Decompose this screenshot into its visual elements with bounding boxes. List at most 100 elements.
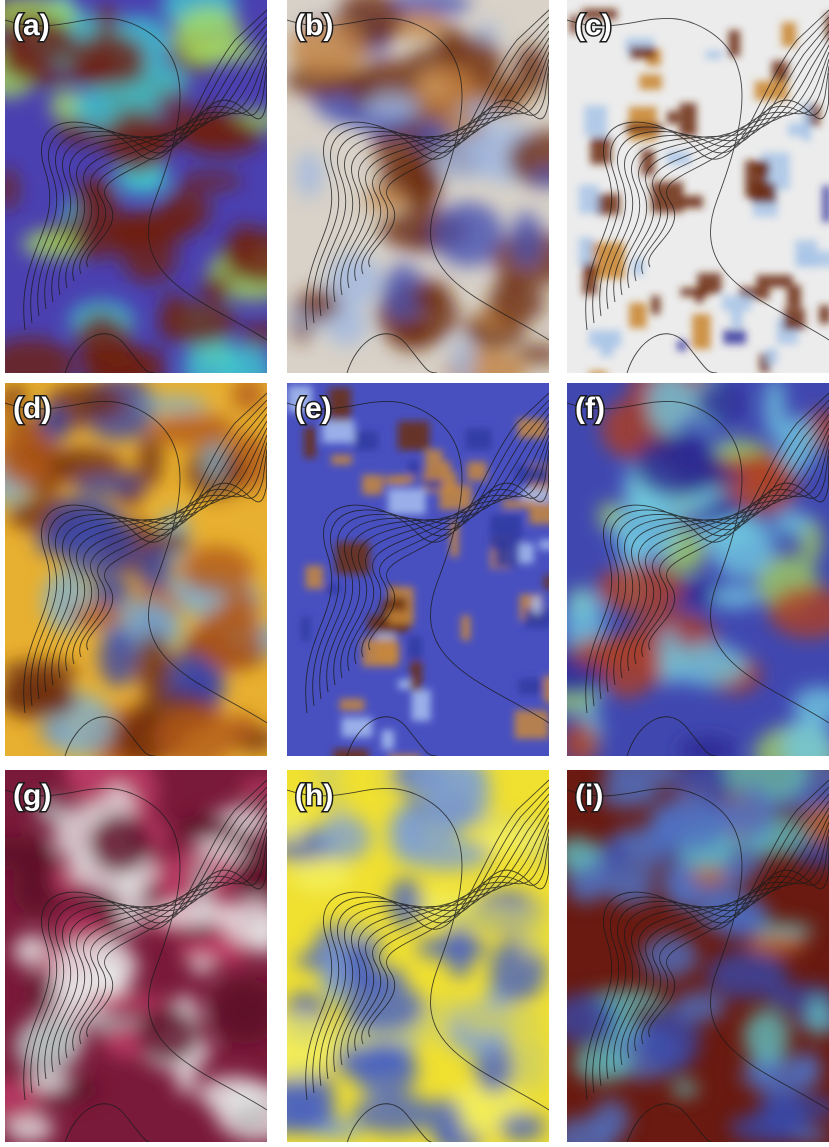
terrain-patch	[412, 690, 431, 721]
terrain-patch	[745, 160, 768, 197]
terrain-patch	[398, 421, 430, 450]
terrain-patch	[550, 993, 618, 1045]
map-panel: (g)	[0, 739, 299, 1142]
terrain-patch	[395, 475, 414, 484]
map-panel: (f)	[530, 355, 829, 785]
terrain-patch	[499, 1112, 545, 1141]
terrain-patch	[451, 339, 474, 386]
terrain-patch	[819, 305, 829, 323]
panel-label: (a)	[13, 9, 50, 42]
terrain-patch	[84, 994, 167, 1012]
terrain-patch	[289, 859, 352, 892]
panel-label: (d)	[13, 392, 51, 425]
terrain-patch	[137, 1007, 200, 1063]
terrain-patch	[177, 937, 242, 962]
panel-label: (i)	[575, 779, 603, 812]
terrain-patch	[425, 450, 442, 480]
terrain-patch	[532, 596, 541, 613]
terrain-patch	[301, 616, 310, 641]
terrain-patch	[573, 1044, 631, 1083]
map-panel: (c)	[567, 0, 829, 380]
terrain-patch	[177, 814, 237, 840]
map-panel: (h)	[246, 740, 573, 1142]
terrain-patch	[116, 872, 146, 934]
terrain-patch	[517, 1031, 549, 1093]
terrain-patch	[333, 749, 368, 773]
terrain-patch	[135, 633, 171, 696]
terrain-patch	[410, 660, 422, 691]
terrain-patch	[529, 502, 564, 524]
terrain-patch	[600, 338, 614, 356]
terrain-patch	[296, 151, 324, 197]
terrain-patch	[457, 1007, 545, 1033]
terrain-patch	[389, 318, 435, 351]
terrain-patch	[673, 991, 726, 1023]
terrain-patch	[782, 22, 796, 46]
terrain-patch	[139, 432, 163, 487]
terrain-patch	[606, 839, 626, 872]
terrain-patch	[467, 462, 487, 481]
terrain-patch	[195, 604, 262, 670]
terrain-patch	[153, 705, 238, 767]
terrain-patch	[494, 540, 519, 567]
terrain-patch	[681, 288, 709, 296]
terrain-patch	[30, 969, 53, 1013]
terrain-patch	[706, 51, 723, 59]
terrain-patch	[211, 978, 280, 1044]
terrain-patch	[406, 755, 489, 798]
terrain-patch	[672, 1081, 699, 1097]
panel-label: (b)	[295, 9, 333, 42]
map-panel: (d)	[0, 375, 303, 773]
terrain-patch	[741, 1056, 817, 1094]
terrain-patch	[439, 485, 472, 510]
terrain-patch	[772, 61, 788, 81]
terrain-patch	[70, 604, 124, 629]
terrain-patch	[502, 500, 533, 509]
terrain-patch	[138, 396, 208, 412]
terrain-patch	[340, 699, 365, 711]
terrain-patch	[677, 340, 686, 350]
terrain-patch	[304, 427, 316, 458]
terrain-patch	[639, 74, 661, 89]
terrain-patch	[465, 429, 491, 450]
terrain-patch	[69, 32, 148, 90]
terrain-patch	[800, 251, 829, 267]
terrain-patch	[0, 681, 77, 720]
terrain-patch	[352, 1094, 437, 1134]
terrain-patch	[201, 275, 232, 302]
terrain-patch	[651, 296, 660, 314]
terrain-patch	[648, 807, 673, 856]
terrain-patch	[681, 196, 702, 208]
terrain-patch	[590, 137, 611, 164]
terrain-patch	[488, 282, 545, 324]
terrain-patch	[388, 489, 426, 515]
terrain-patch	[560, 721, 599, 766]
terrain-patch	[99, 628, 137, 687]
terrain-patch	[382, 730, 394, 749]
terrain-patch	[305, 565, 323, 588]
terrain-patch	[331, 455, 352, 465]
terrain-patch	[647, 372, 692, 434]
terrain-patch	[592, 1099, 631, 1141]
panel-label: (h)	[295, 779, 333, 812]
terrain-patch	[755, 81, 788, 100]
terrain-patch	[511, 211, 541, 266]
terrain-patch	[153, 413, 236, 448]
terrain-patch	[634, 434, 723, 498]
terrain-patch	[73, 475, 145, 495]
panel-label: (f)	[575, 392, 605, 425]
map-panel: (b)	[285, 0, 586, 395]
terrain-patch	[514, 45, 549, 94]
terrain-patch	[787, 285, 801, 308]
terrain-patch	[352, 1043, 418, 1098]
terrain-patch	[630, 47, 655, 59]
map-panel: (a)	[0, 0, 307, 401]
terrain-patch	[363, 95, 419, 120]
terrain-patch	[743, 1010, 789, 1064]
terrain-patch	[416, 936, 488, 959]
terrain-patch	[115, 222, 180, 243]
terrain-patch	[544, 575, 553, 589]
terrain-patch	[329, 388, 351, 424]
terrain-patch	[520, 900, 543, 958]
terrain-patch	[667, 111, 679, 123]
